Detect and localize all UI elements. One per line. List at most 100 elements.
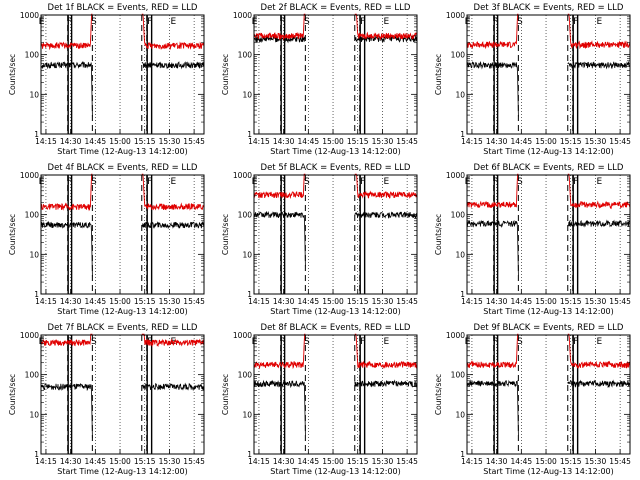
x-tick-label: 15:45 xyxy=(609,137,631,146)
x-tick-label: 15:45 xyxy=(396,297,418,306)
plot-frame xyxy=(253,174,418,295)
y-tick-label: 1 xyxy=(247,130,252,139)
y-tick-label: 1 xyxy=(460,290,465,299)
interval-marker-f: F xyxy=(360,177,365,187)
interval-marker-s: S xyxy=(304,17,310,27)
x-tick-label: 15:30 xyxy=(585,137,607,146)
interval-marker-s: S xyxy=(91,17,97,27)
x-tick-label: 15:00 xyxy=(535,297,557,306)
interval-marker-s: S xyxy=(517,177,523,187)
x-axis-label: Start Time (12-Aug-13 14:12:00) xyxy=(483,147,614,156)
y-tick-label: 1000 xyxy=(20,331,39,340)
y-axis-label: Counts/sec xyxy=(434,214,443,255)
x-tick-label: 14:30 xyxy=(273,457,295,466)
series-lld-line xyxy=(466,13,631,50)
interval-marker-e: E xyxy=(465,337,471,347)
x-tick-label: 14:15 xyxy=(35,457,57,466)
y-axis-label: Counts/sec xyxy=(8,214,17,255)
x-tick-label: 15:45 xyxy=(183,297,205,306)
chart-title: Det 8f BLACK = Events, RED = LLD xyxy=(261,323,411,333)
y-tick-label: 10 xyxy=(29,250,39,259)
y-tick-label: 1 xyxy=(247,450,252,459)
x-tick-label: 14:45 xyxy=(298,137,320,146)
x-tick-label: 15:00 xyxy=(535,137,557,146)
series-lld-line xyxy=(40,13,205,51)
y-tick-label: 100 xyxy=(238,211,253,220)
detector-panel-9: Det 9f BLACK = Events, RED = LLD E F S F E 1 10… xyxy=(426,320,639,480)
y-tick-label: 1000 xyxy=(20,171,39,180)
x-tick-label: 15:30 xyxy=(585,297,607,306)
y-tick-label: 1 xyxy=(247,290,252,299)
x-tick-label: 14:45 xyxy=(85,457,107,466)
series-events-line xyxy=(40,382,205,439)
interval-marker-s: S xyxy=(517,337,523,347)
plot-frame xyxy=(253,14,418,135)
interval-marker-s: S xyxy=(91,177,97,187)
x-tick-label: 15:15 xyxy=(347,297,369,306)
x-tick-label: 14:15 xyxy=(461,457,483,466)
x-tick-label: 15:30 xyxy=(159,297,181,306)
interval-marker-s: S xyxy=(304,337,310,347)
interval-marker-e: E xyxy=(39,177,45,187)
x-tick-label: 14:30 xyxy=(273,297,295,306)
x-tick-label: 15:45 xyxy=(609,457,631,466)
x-axis-label: Start Time (12-Aug-13 14:12:00) xyxy=(57,307,188,316)
interval-marker-e: E xyxy=(384,17,390,27)
y-axis-label: Counts/sec xyxy=(221,54,230,95)
x-tick-label: 14:30 xyxy=(60,297,82,306)
interval-marker-s: S xyxy=(91,337,97,347)
interval-marker-e: E xyxy=(171,177,177,187)
y-tick-label: 1000 xyxy=(233,171,252,180)
x-tick-label: 15:15 xyxy=(134,457,156,466)
x-tick-label: 15:00 xyxy=(109,457,131,466)
y-tick-label: 1000 xyxy=(446,11,465,20)
interval-marker-e: E xyxy=(597,337,603,347)
x-axis-label: Start Time (12-Aug-13 14:12:00) xyxy=(483,307,614,316)
y-tick-label: 10 xyxy=(29,410,39,419)
plot-frame xyxy=(466,14,631,135)
interval-marker-s: S xyxy=(517,17,523,27)
interval-marker-e: E xyxy=(252,177,258,187)
x-tick-label: 15:30 xyxy=(159,137,181,146)
x-tick-label: 14:30 xyxy=(486,457,508,466)
plot-frame xyxy=(466,334,631,455)
x-axis-label: Start Time (12-Aug-13 14:12:00) xyxy=(270,467,401,476)
x-axis-label: Start Time (12-Aug-13 14:12:00) xyxy=(270,147,401,156)
x-tick-label: 15:15 xyxy=(134,297,156,306)
interval-marker-e: E xyxy=(597,17,603,27)
interval-marker-e: E xyxy=(597,177,603,187)
x-tick-label: 15:15 xyxy=(134,137,156,146)
y-tick-label: 100 xyxy=(25,211,40,220)
series-events-line xyxy=(253,210,418,267)
y-tick-label: 1 xyxy=(460,130,465,139)
x-tick-label: 14:15 xyxy=(35,137,57,146)
x-tick-label: 15:15 xyxy=(347,137,369,146)
y-tick-label: 1000 xyxy=(446,171,465,180)
y-tick-label: 100 xyxy=(238,371,253,380)
x-tick-label: 15:45 xyxy=(609,297,631,306)
x-tick-label: 15:00 xyxy=(322,457,344,466)
x-tick-label: 15:30 xyxy=(372,457,394,466)
detector-panel-3: Det 3f BLACK = Events, RED = LLD E F S F E 1 10… xyxy=(426,0,639,160)
interval-marker-f: F xyxy=(67,17,72,27)
series-lld-line xyxy=(253,333,418,370)
x-tick-label: 15:45 xyxy=(396,457,418,466)
y-tick-label: 10 xyxy=(455,250,465,259)
chart-title: Det 4f BLACK = Events, RED = LLD xyxy=(48,163,198,173)
y-axis-label: Counts/sec xyxy=(8,374,17,415)
x-tick-label: 15:15 xyxy=(347,457,369,466)
interval-marker-s: S xyxy=(304,177,310,187)
x-tick-label: 15:45 xyxy=(183,457,205,466)
interval-marker-e: E xyxy=(465,177,471,187)
x-tick-label: 15:00 xyxy=(109,137,131,146)
interval-marker-f: F xyxy=(573,17,578,27)
interval-marker-e: E xyxy=(465,17,471,27)
